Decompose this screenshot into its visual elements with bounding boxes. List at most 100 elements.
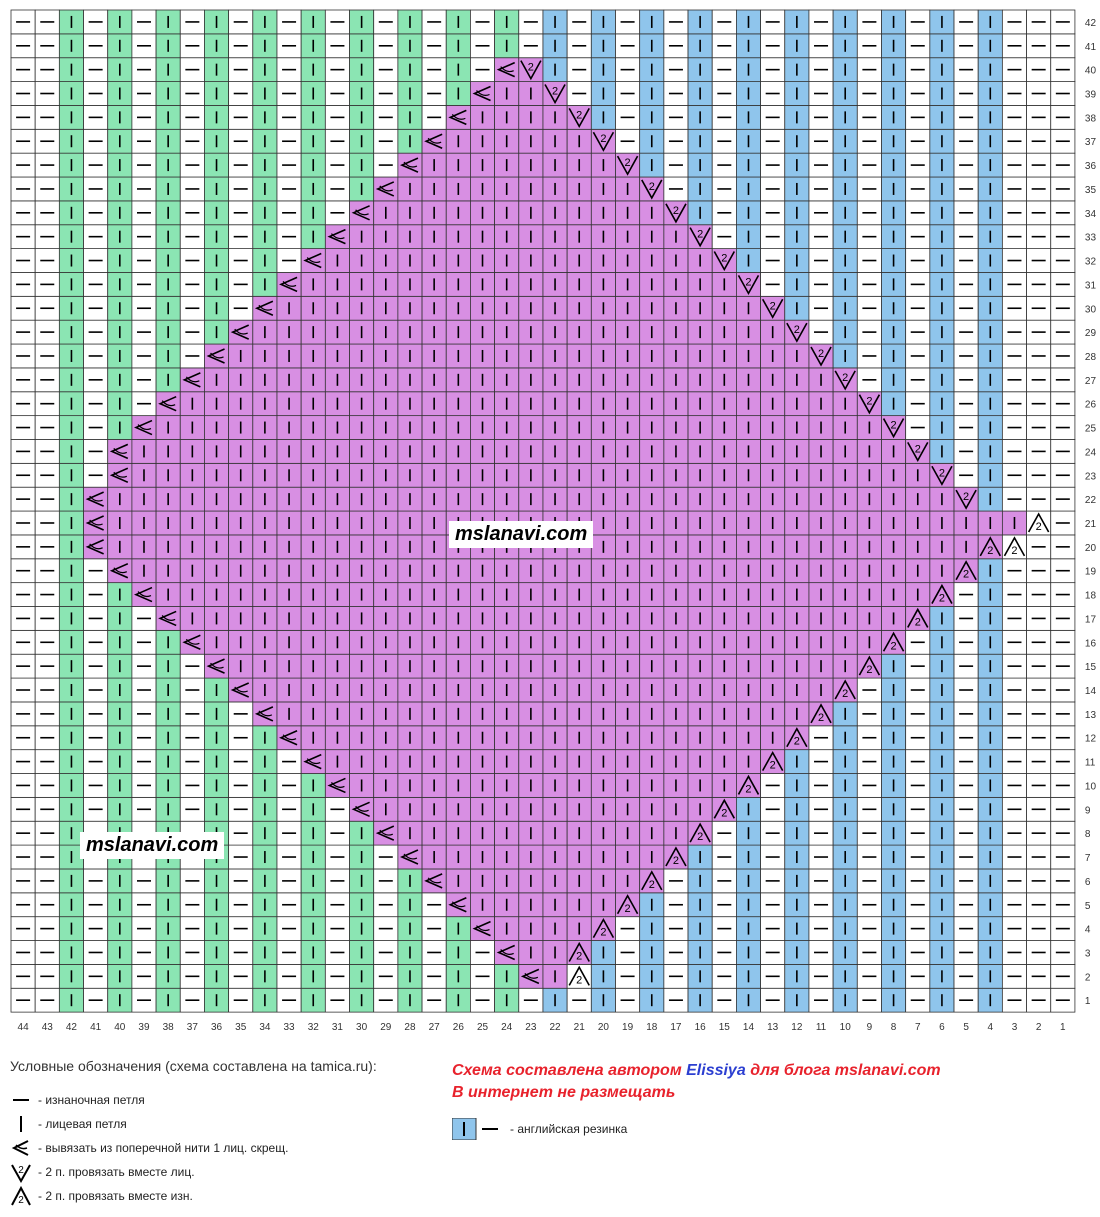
credit-line-2: В интернет не размещать (452, 1084, 676, 1101)
column-number: 43 (42, 1022, 54, 1033)
legend-item-make-one: - вывязать из поперечной нити 1 лиц. скр… (10, 1136, 430, 1160)
row-number: 15 (1085, 662, 1097, 673)
svg-text:2: 2 (673, 855, 679, 867)
column-number: 18 (646, 1022, 658, 1033)
row-number: 22 (1085, 495, 1097, 506)
svg-text:2: 2 (745, 783, 751, 795)
column-number: 26 (453, 1022, 465, 1033)
row-number: 10 (1085, 781, 1097, 792)
row-number: 24 (1085, 447, 1097, 458)
author-name: Elissiya (686, 1062, 746, 1079)
row-number: 13 (1085, 710, 1097, 721)
row-number: 11 (1085, 758, 1096, 769)
column-number: 33 (284, 1022, 296, 1033)
column-number: 35 (235, 1022, 247, 1033)
p2tog-icon: 2 (11, 1185, 31, 1206)
column-number: 34 (259, 1022, 271, 1033)
svg-text:2: 2 (987, 545, 993, 557)
column-number: 25 (477, 1022, 489, 1033)
column-number: 36 (211, 1022, 223, 1033)
svg-text:2: 2 (673, 205, 679, 217)
svg-text:2: 2 (891, 640, 897, 652)
column-number: 27 (429, 1022, 441, 1033)
row-number: 28 (1085, 352, 1097, 363)
row-number: 7 (1085, 853, 1091, 864)
column-number: 39 (138, 1022, 150, 1033)
svg-text:2: 2 (600, 927, 606, 939)
legend-item-label: - вывязать из поперечной нити 1 лиц. скр… (38, 1141, 289, 1155)
svg-text:2: 2 (915, 443, 921, 455)
column-number: 41 (90, 1022, 102, 1033)
svg-text:2: 2 (794, 324, 800, 336)
row-number: 29 (1085, 328, 1097, 339)
blog-name: mslanavi.com (834, 1062, 941, 1079)
svg-text:2: 2 (770, 760, 776, 772)
svg-text:2: 2 (866, 396, 872, 408)
row-number: 14 (1085, 686, 1097, 697)
row-number: 8 (1085, 829, 1091, 840)
column-number: 7 (915, 1022, 921, 1033)
column-number: 9 (867, 1022, 873, 1033)
watermark-center: mslanavi.com (449, 521, 594, 548)
watermark-left: mslanavi.com (80, 832, 225, 859)
column-number: 30 (356, 1022, 368, 1033)
svg-text:2: 2 (721, 807, 727, 819)
column-number: 16 (695, 1022, 707, 1033)
column-number: 5 (963, 1022, 969, 1033)
column-number: 23 (525, 1022, 537, 1033)
row-number: 40 (1085, 66, 1097, 77)
row-number: 20 (1085, 543, 1097, 554)
knit-bar-icon (20, 1116, 22, 1132)
row-number: 36 (1085, 161, 1097, 172)
row-number: 23 (1085, 471, 1097, 482)
row-number: 5 (1085, 901, 1091, 912)
column-number: 1 (1060, 1022, 1066, 1033)
svg-text:2: 2 (18, 1165, 24, 1176)
svg-text:2: 2 (915, 616, 921, 628)
svg-text:2: 2 (891, 420, 897, 432)
svg-text:2: 2 (818, 348, 824, 360)
english-rib-icon (452, 1118, 498, 1140)
legend-item-p2tog: 2 - 2 п. провязать вместе изн. (10, 1184, 430, 1208)
column-number: 28 (404, 1022, 416, 1033)
column-number: 3 (1012, 1022, 1018, 1033)
row-number: 2 (1085, 972, 1091, 983)
row-number: 41 (1085, 42, 1097, 53)
svg-text:2: 2 (794, 736, 800, 748)
svg-text:2: 2 (649, 879, 655, 891)
row-numbers: 1234567891011121314151617181920212223242… (1085, 18, 1097, 1007)
row-number: 1 (1085, 996, 1091, 1007)
column-number: 29 (380, 1022, 392, 1033)
row-number: 27 (1085, 376, 1097, 387)
rib-legend: - английская резинка (452, 1118, 627, 1140)
column-number: 38 (163, 1022, 175, 1033)
legend-item-knit: - лицевая петля (10, 1112, 430, 1136)
svg-text:2: 2 (600, 133, 606, 145)
column-number: 22 (549, 1022, 561, 1033)
k2tog-icon: 2 (11, 1164, 31, 1183)
row-number: 38 (1085, 113, 1097, 124)
svg-text:2: 2 (625, 157, 631, 169)
row-number: 31 (1085, 280, 1097, 291)
svg-text:2: 2 (1036, 521, 1042, 533)
row-number: 25 (1085, 424, 1097, 435)
svg-text:2: 2 (552, 86, 558, 98)
column-numbers: 1234567891011121314151617181920212223242… (18, 1022, 1067, 1033)
legend-item-k2tog: 2 - 2 п. провязать вместе лиц. (10, 1160, 430, 1184)
legend-item-label: - 2 п. провязать вместе лиц. (38, 1165, 195, 1179)
svg-text:2: 2 (625, 903, 631, 915)
svg-text:2: 2 (576, 109, 582, 121)
column-number: 2 (1036, 1022, 1042, 1033)
row-number: 16 (1085, 638, 1097, 649)
row-number: 18 (1085, 591, 1097, 602)
svg-text:2: 2 (818, 712, 824, 724)
svg-text:2: 2 (963, 569, 969, 581)
svg-text:2: 2 (866, 664, 872, 676)
column-number: 14 (743, 1022, 755, 1033)
column-number: 19 (622, 1022, 634, 1033)
column-number: 40 (114, 1022, 126, 1033)
column-number: 37 (187, 1022, 199, 1033)
row-number: 21 (1085, 519, 1097, 530)
legend-title: Условные обозначения (схема составлена н… (10, 1058, 377, 1074)
